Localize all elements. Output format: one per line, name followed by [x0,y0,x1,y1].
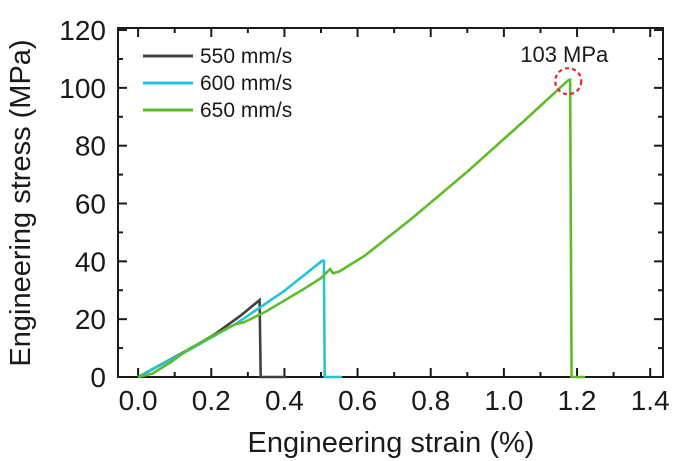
y-tick-label: 20 [75,304,106,335]
y-tick-label: 40 [75,246,106,277]
x-axis-title: Engineering strain (%) [248,427,535,459]
y-axis: 0 20 40 60 80 100 120 [59,15,663,393]
y-tick-label: 0 [90,362,106,393]
annotation: 103 MPa [520,42,609,96]
x-tick-label: 1.2 [558,385,597,416]
series-line-650-mm-s [137,77,586,379]
x-tick-label: 1.4 [631,385,670,416]
y-tick-label: 120 [59,15,106,46]
peak-stress-label: 103 MPa [520,42,609,67]
y-tick-label: 100 [59,73,106,104]
legend-label: 600 mm/s [200,72,292,95]
x-tick-label: 0.2 [192,385,231,416]
peak-circle [554,67,583,96]
y-tick-label: 60 [75,189,106,220]
x-tick-label: 1.0 [484,385,523,416]
legend-label: 650 mm/s [200,99,292,122]
series-line-600-mm-s [137,259,342,379]
legend: 550 mm/s 600 mm/s 650 mm/s [143,45,292,122]
y-axis-title: Engineering stress (MPa) [5,39,37,366]
frame-box [117,27,664,378]
x-tick-label: 0.6 [338,385,377,416]
x-tick-label: 0.8 [411,385,450,416]
series-lines [137,77,586,379]
plot-frame [117,27,664,378]
legend-label: 550 mm/s [200,45,292,68]
y-tick-label: 80 [75,131,106,162]
x-axis: 0.0 0.2 0.4 0.6 0.8 1.0 1.2 1.4 [119,28,670,416]
x-tick-label: 0.4 [265,385,304,416]
x-tick-label: 0.0 [119,385,158,416]
